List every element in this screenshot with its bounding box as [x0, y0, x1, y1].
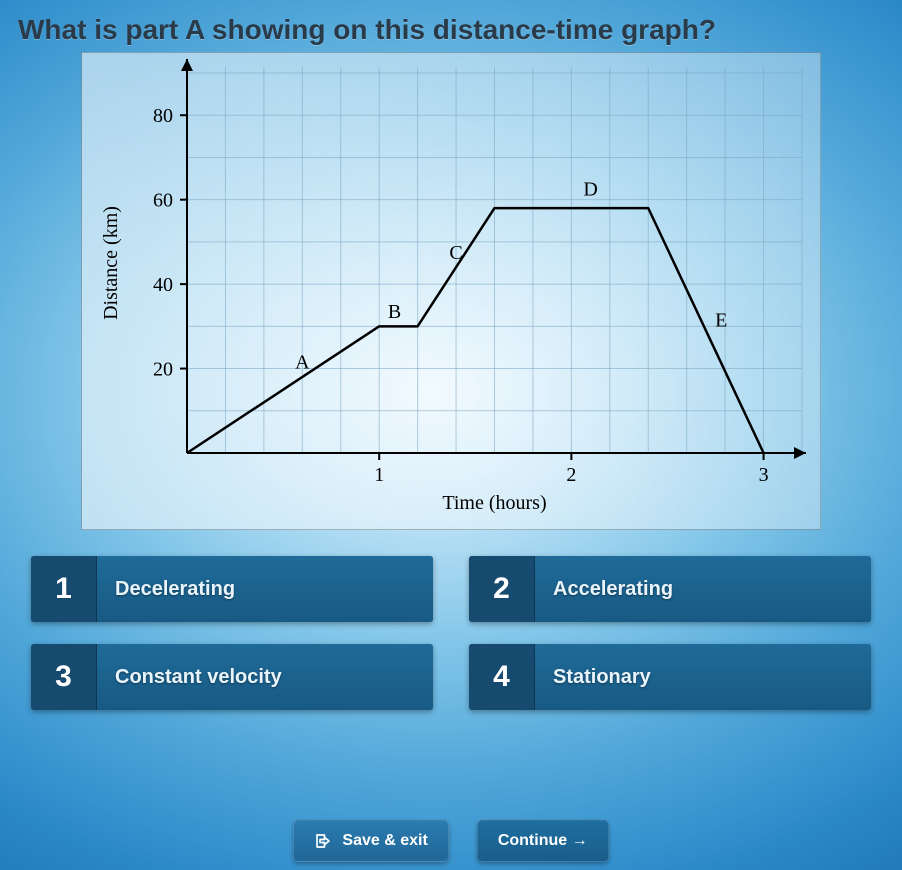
- answer-label: Decelerating: [97, 556, 433, 622]
- answer-number: 2: [469, 556, 535, 622]
- svg-text:40: 40: [153, 274, 173, 296]
- answer-label: Stationary: [535, 644, 871, 710]
- svg-text:20: 20: [153, 359, 173, 381]
- bottom-bar: Save & exit Continue →: [0, 820, 902, 862]
- svg-text:Distance (km): Distance (km): [100, 206, 122, 320]
- svg-text:Time (hours): Time (hours): [442, 492, 546, 514]
- save-exit-button[interactable]: Save & exit: [293, 820, 448, 862]
- svg-text:2: 2: [566, 464, 576, 486]
- answer-number: 4: [469, 644, 535, 710]
- answer-grid: 1 Decelerating 2 Accelerating 3 Constant…: [31, 556, 871, 710]
- question-text: What is part A showing on this distance-…: [0, 0, 902, 46]
- svg-text:3: 3: [759, 464, 769, 486]
- save-exit-label: Save & exit: [342, 832, 427, 850]
- answer-option-2[interactable]: 2 Accelerating: [469, 556, 871, 622]
- answer-label: Accelerating: [535, 556, 871, 622]
- svg-text:B: B: [388, 301, 401, 323]
- answer-number: 3: [31, 644, 97, 710]
- svg-text:80: 80: [153, 105, 173, 127]
- chart-svg: 20 40 60 80 1 2 3 Time (hours) Distance (km) A B C D…: [82, 53, 822, 531]
- svg-text:E: E: [715, 309, 727, 331]
- answer-number: 1: [31, 556, 97, 622]
- answer-option-4[interactable]: 4 Stationary: [469, 644, 871, 710]
- svg-text:C: C: [449, 242, 462, 264]
- svg-text:D: D: [583, 178, 597, 200]
- continue-button[interactable]: Continue →: [477, 820, 609, 862]
- answer-option-3[interactable]: 3 Constant velocity: [31, 644, 433, 710]
- answer-option-1[interactable]: 1 Decelerating: [31, 556, 433, 622]
- svg-text:1: 1: [374, 464, 384, 486]
- answer-label: Constant velocity: [97, 644, 433, 710]
- continue-label: Continue →: [498, 832, 588, 850]
- svg-text:A: A: [295, 352, 310, 374]
- save-exit-icon: [314, 832, 332, 850]
- distance-time-chart: 20 40 60 80 1 2 3 Time (hours) Distance (km) A B C D…: [81, 52, 821, 530]
- svg-text:60: 60: [153, 190, 173, 212]
